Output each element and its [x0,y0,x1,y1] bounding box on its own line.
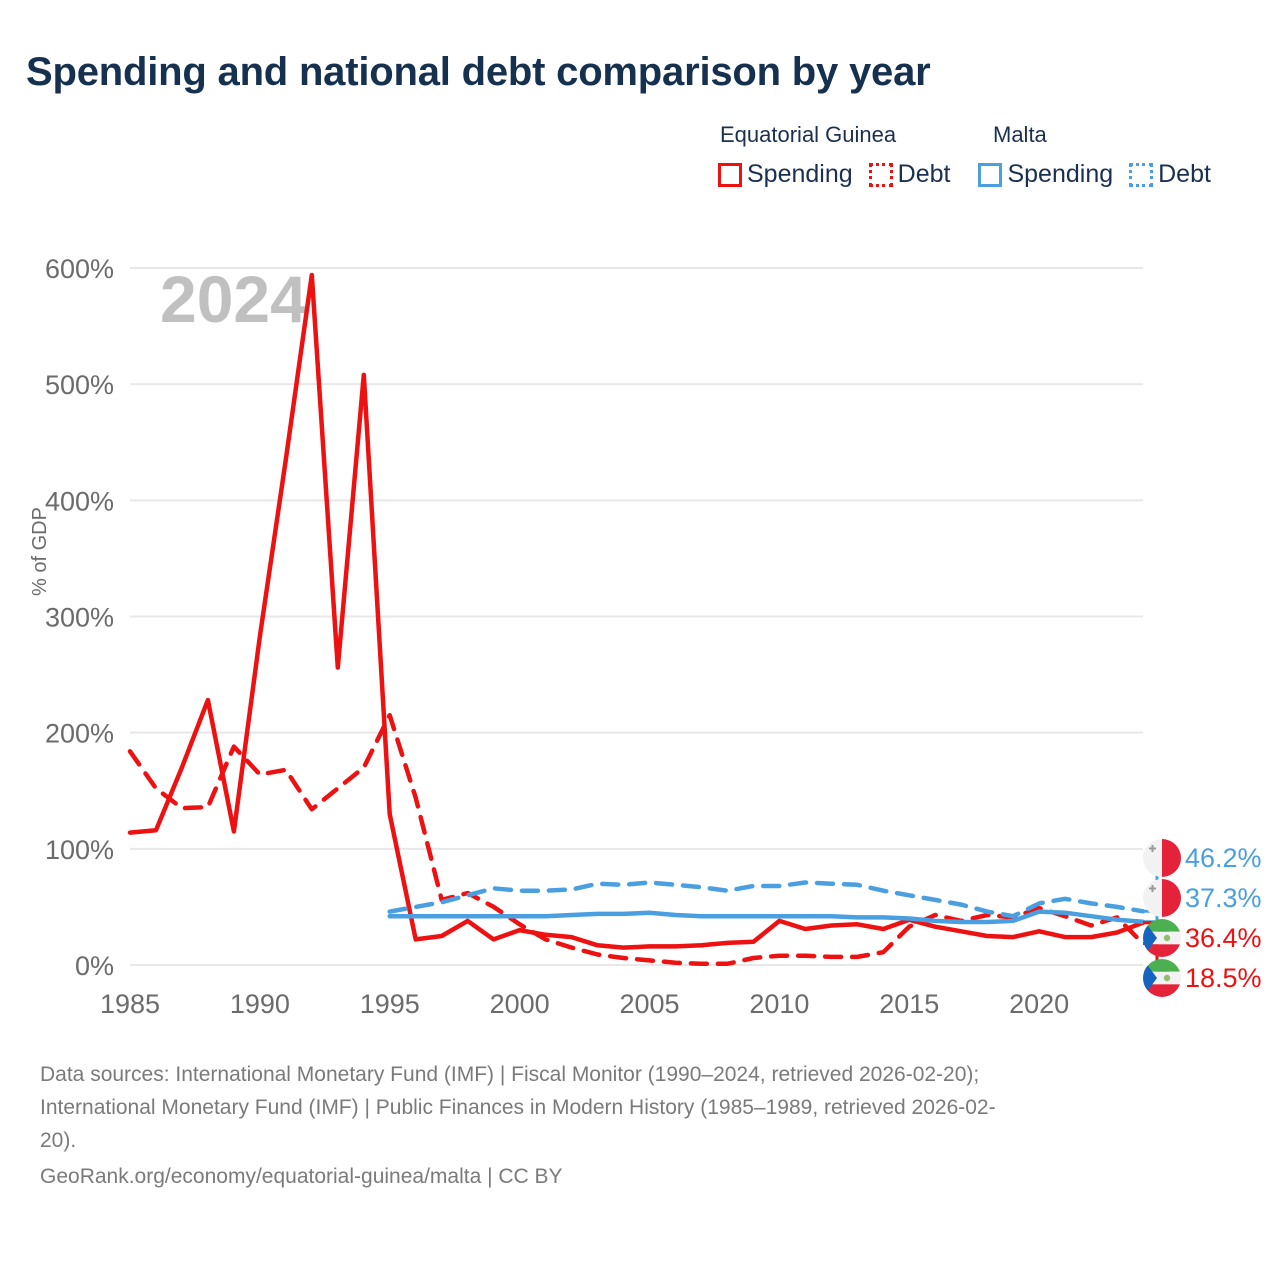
x-axis-tick: 1985 [100,989,160,1019]
equatorial-guinea-flag-icon [1143,959,1181,997]
y-axis-tick-labels: 0% 100% 200% 300% 400% 500% 600% [45,254,114,981]
series-line-1 [127,712,1146,967]
line-chart: 0% 100% 200% 300% 400% 500% 600% 1985 1990 1995 2… [45,254,1169,1019]
equatorial-guinea-flag-icon [1143,919,1181,957]
y-axis-tick: 400% [45,486,114,516]
y-axis-tick: 0% [75,951,114,981]
x-axis-tick: 2015 [879,989,939,1019]
page-title: Spending and national debt comparison by… [26,50,931,94]
end-label-eg-spending[interactable]: 36.4% [1143,918,1262,958]
footer-source-line-1: Data sources: International Monetary Fun… [40,1063,980,1086]
x-axis-tick: 2010 [749,989,809,1019]
legend-item-label: Spending [1007,160,1114,188]
footer: Data sources: International Monetary Fun… [40,1058,1245,1193]
y-axis-title: % of GDP [28,507,51,596]
year-watermark: 2024 [160,262,307,336]
plot-area: % of GDP 0% 100% 200% 300% 400% 500% 600% 1985… [28,254,1169,1019]
series-line-0 [127,272,1146,950]
legend-swatch-solid-icon [718,162,742,187]
footer-source-line-3: 20). [40,1129,77,1152]
legend-item-malta-debt[interactable]: Debt [1129,160,1211,189]
legend-group-equatorial-guinea: Equatorial Guinea [720,122,897,147]
malta-flag-icon [1143,839,1181,877]
end-label-value: 46.2% [1185,842,1262,873]
legend-swatch-dotted-icon [1129,162,1154,187]
data-series [127,272,1146,967]
end-label-malta-debt[interactable]: 46.2% [1143,838,1262,878]
y-axis-tick: 500% [45,370,114,400]
gridlines [130,267,1143,966]
legend-item-label: Spending [747,160,853,188]
series-line-2 [387,909,1146,925]
footer-link[interactable]: GeoRank.org/economy/equatorial-guinea/ma… [40,1165,563,1188]
end-label-value: 36.4% [1185,922,1262,953]
legend-item-malta-spending[interactable]: Spending [978,160,1113,189]
malta-flag-icon [1143,879,1181,917]
x-axis-tick: 2020 [1009,989,1069,1019]
footer-source-line-2: International Monetary Fund (IMF) | Publ… [40,1096,996,1119]
legend-item-label: Debt [897,160,951,188]
series-line-3 [387,880,1146,919]
y-axis-tick: 200% [45,719,114,749]
x-axis-tick: 2005 [619,989,679,1019]
legend-items: Spending Debt Spending Debt [718,160,1227,189]
legend-swatch-solid-icon [978,162,1003,187]
end-value-labels: 46.2% 37.3% [1143,830,1280,1000]
end-label-value: 18.5% [1185,962,1262,993]
x-axis-tick: 1995 [360,989,420,1019]
y-axis-tick: 100% [45,835,114,865]
x-axis-tick: 2000 [490,989,550,1019]
legend-swatch-dotted-icon [868,162,893,187]
legend-item-label: Debt [1158,160,1211,188]
x-axis-tick-labels: 1985 1990 1995 2000 2005 2010 2015 2020 [100,989,1069,1019]
x-axis-tick: 1990 [230,989,290,1019]
legend-item-eg-spending[interactable]: Spending [718,160,853,189]
y-axis-tick: 600% [45,254,114,284]
chart-legend: Equatorial Guinea Malta Spending Debt Sp… [718,122,1258,204]
legend-group-malta: Malta [993,122,1047,147]
end-label-value: 37.3% [1185,882,1262,913]
y-axis-tick: 300% [45,603,114,633]
end-label-malta-spending[interactable]: 37.3% [1143,878,1262,918]
end-label-eg-debt[interactable]: 18.5% [1143,958,1262,998]
legend-item-eg-debt[interactable]: Debt [868,160,951,189]
